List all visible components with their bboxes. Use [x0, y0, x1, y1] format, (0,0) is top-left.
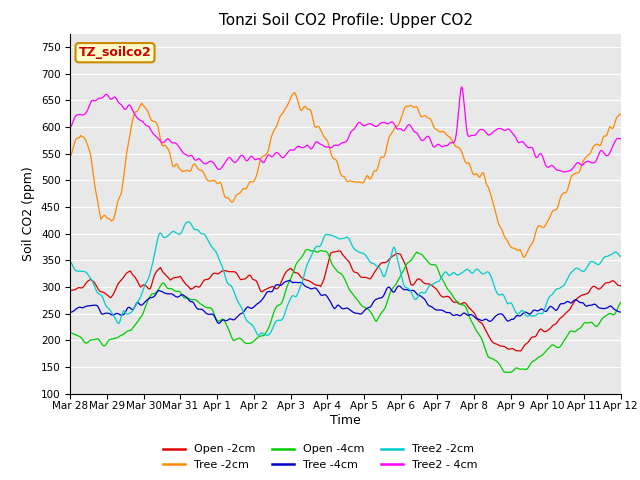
Tree2 - 4cm: [250, 156, 258, 162]
Line: Tree2 - 4cm: Tree2 - 4cm: [70, 87, 621, 172]
Tree -4cm: [617, 309, 625, 315]
Tree2 -2cm: [251, 326, 259, 332]
Open -4cm: [303, 247, 311, 252]
Open -2cm: [431, 285, 439, 291]
Tree2 - 4cm: [67, 124, 74, 130]
Tree -2cm: [250, 178, 258, 183]
Open -2cm: [617, 283, 625, 288]
Open -4cm: [175, 288, 183, 294]
Line: Open -2cm: Open -2cm: [70, 251, 621, 351]
Tree2 -2cm: [175, 231, 183, 237]
Tree -2cm: [520, 254, 528, 260]
Line: Open -4cm: Open -4cm: [70, 250, 621, 372]
Open -4cm: [67, 330, 74, 336]
Tree2 -2cm: [189, 225, 197, 231]
Open -4cm: [617, 300, 625, 305]
Tree -2cm: [67, 153, 74, 159]
Open -4cm: [189, 297, 196, 302]
Tree -4cm: [189, 299, 196, 305]
Tree -4cm: [215, 321, 223, 326]
Tree -4cm: [251, 303, 259, 309]
Tree2 -2cm: [184, 219, 192, 225]
Open -2cm: [516, 348, 524, 354]
Tree2 -2cm: [617, 253, 625, 259]
Tree2 -2cm: [67, 259, 74, 265]
Tree -2cm: [552, 207, 560, 213]
Line: Tree -2cm: Tree -2cm: [70, 93, 621, 257]
Open -2cm: [189, 286, 196, 291]
Tree2 -2cm: [255, 332, 262, 338]
Tree2 - 4cm: [431, 144, 439, 150]
Tree2 - 4cm: [504, 126, 511, 132]
Tree2 - 4cm: [458, 84, 465, 90]
Open -4cm: [250, 338, 258, 344]
Line: Tree -4cm: Tree -4cm: [70, 280, 621, 324]
Tree2 -2cm: [504, 300, 511, 306]
Open -4cm: [501, 370, 509, 375]
Open -2cm: [504, 346, 511, 351]
Open -2cm: [67, 288, 74, 293]
Legend: Open -2cm, Tree -2cm, Open -4cm, Tree -4cm, Tree2 -2cm, Tree2 - 4cm: Open -2cm, Tree -2cm, Open -4cm, Tree -4…: [158, 440, 482, 474]
Open -4cm: [552, 344, 560, 350]
Open -2cm: [250, 277, 258, 283]
Open -2cm: [175, 274, 183, 280]
Tree -2cm: [617, 111, 625, 117]
Tree -4cm: [285, 277, 293, 283]
Tree -4cm: [175, 293, 183, 299]
Title: Tonzi Soil CO2 Profile: Upper CO2: Tonzi Soil CO2 Profile: Upper CO2: [219, 13, 472, 28]
Open -2cm: [552, 321, 560, 326]
Tree2 - 4cm: [552, 167, 559, 172]
Tree -4cm: [432, 307, 440, 312]
Tree2 - 4cm: [617, 136, 625, 142]
Tree -2cm: [175, 166, 183, 171]
Open -4cm: [431, 262, 439, 268]
Open -4cm: [504, 370, 511, 375]
Tree2 - 4cm: [189, 154, 196, 160]
Tree2 - 4cm: [175, 144, 183, 150]
Tree2 - 4cm: [561, 169, 568, 175]
Line: Tree2 -2cm: Tree2 -2cm: [70, 222, 621, 335]
Tree -2cm: [291, 90, 298, 96]
X-axis label: Time: Time: [330, 414, 361, 427]
Tree -4cm: [67, 310, 74, 315]
Text: TZ_soilco2: TZ_soilco2: [79, 46, 152, 59]
Y-axis label: Soil CO2 (ppm): Soil CO2 (ppm): [22, 166, 35, 261]
Tree -2cm: [504, 238, 511, 243]
Tree2 -2cm: [432, 279, 440, 285]
Tree -4cm: [552, 308, 560, 313]
Tree2 -2cm: [552, 287, 560, 292]
Tree -2cm: [189, 162, 196, 168]
Open -2cm: [335, 248, 343, 254]
Tree -4cm: [504, 318, 511, 324]
Tree -2cm: [431, 126, 439, 132]
